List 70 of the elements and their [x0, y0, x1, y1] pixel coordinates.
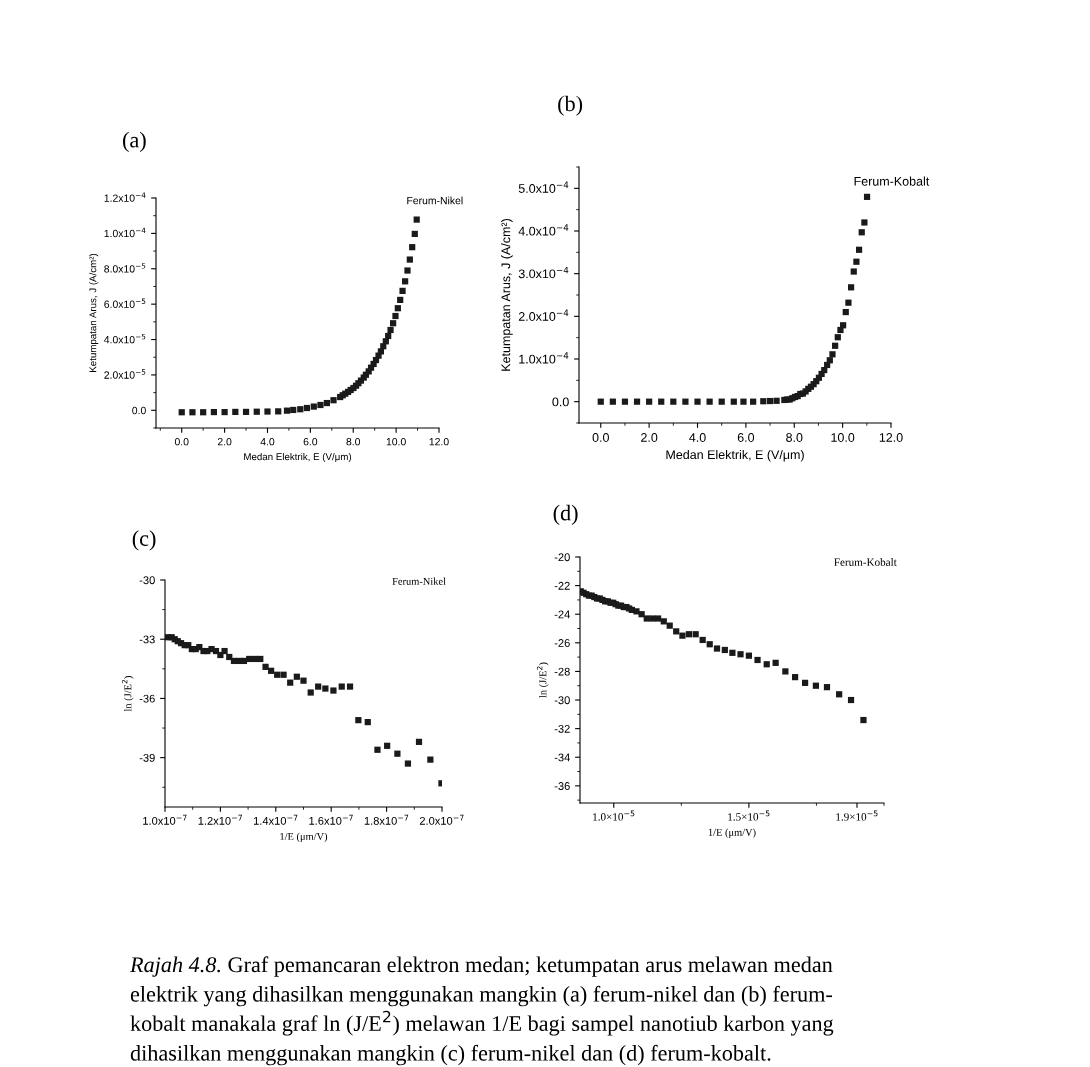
y-tick-label: 3.0x10$^{−4}$: [518, 266, 569, 279]
annotation: Ferum-Kobalt: [854, 176, 930, 186]
y-axis-title: Ketumpatan Arus, J (A/cm²): [89, 253, 99, 372]
x-tick-label: 0.0: [174, 438, 189, 446]
x-tick-label: 8.0: [786, 433, 803, 442]
y-tick-label: 4.0x10$^{−4}$: [518, 224, 569, 236]
y-tick-label: 1.2x10$^{−4}$: [104, 192, 146, 202]
x-tick-label: 6.0: [737, 433, 755, 442]
x-tick-label: 1.0×10$^{−5}$: [593, 810, 635, 821]
x-tick-label: 8.0: [346, 438, 361, 446]
y-tick-label: 0.0: [552, 397, 569, 407]
y-tick-label: 2.0x10$^{−5}$: [104, 369, 146, 379]
y-tick-label: -33: [139, 635, 155, 644]
chart-title: (d): [553, 504, 578, 526]
text: Graf pemancaran elektron medan; ketumpatan arus melawan medan: [228, 956, 833, 977]
chart-title: (c): [132, 530, 156, 551]
x-tick-label: 12.0: [879, 433, 903, 442]
x-axis-title: 1/E (μm/V): [708, 828, 756, 838]
chart-title: (b): [558, 95, 583, 116]
annotation: Ferum-Kobalt: [834, 558, 897, 566]
y-tick-label: 8.0x10$^{−5}$: [104, 263, 146, 273]
y-tick-label: 4.0x10$^{−5}$: [104, 333, 146, 344]
x-tick-label: 12.0: [429, 438, 449, 446]
y-tick-label: -36: [139, 694, 155, 703]
y-tick-label: -26: [554, 639, 570, 647]
y-tick-label: 5.0x10$^{−4}$: [518, 181, 569, 193]
x-tick-label: 4.0: [260, 438, 275, 446]
annotation: Ferum-Nikel: [392, 577, 446, 585]
x-axis-title: Medan Elektrik, E (V/μm): [666, 449, 804, 462]
y-tick-label: 0.0: [132, 406, 146, 415]
x-tick-label: 2.0: [217, 438, 232, 446]
y-tick-label: 2.0x10$^{−4}$: [518, 309, 569, 321]
x-tick-label: 1.8x10$^{−7}$: [364, 814, 409, 825]
y-axis-title: ln (J/E$^{2}$): [536, 662, 549, 698]
x-tick-label: 0.0: [592, 433, 609, 442]
x-tick-label: 1.9×10$^{−5}$: [836, 810, 878, 821]
x-tick-label: 1.4x10$^{−7}$: [253, 814, 298, 825]
y-axis-title: Ketumpatan Arus, J (A/cm²): [501, 219, 513, 371]
y-tick-label: -30: [139, 576, 155, 585]
y-tick-label: 1.0x10$^{−4}$: [519, 352, 569, 364]
x-tick-label: 1.0x10$^{−7}$: [143, 814, 187, 825]
y-tick-label: -24: [554, 610, 570, 619]
text: Rajah 4.8.: [129, 956, 220, 977]
x-tick-label: 1.2x10$^{−7}$: [198, 814, 242, 825]
x-tick-label: 6.0: [303, 438, 318, 446]
x-tick-label: 2.0: [641, 433, 658, 442]
x-tick-label: 2.0x10$^{−7}$: [419, 814, 464, 825]
text: elektrik yang dihasilkan menggunakan mangkin (a) ferum-nikel dan (b) ferum-: [130, 985, 833, 1007]
y-tick-label: -30: [554, 696, 570, 705]
x-tick-label: 4.0: [689, 433, 706, 442]
y-axis-title: ln (J/E$^{2}$): [121, 676, 134, 712]
x-tick-label: 10.0: [831, 433, 855, 442]
x-tick-label: 10.0: [386, 438, 406, 446]
x-tick-label: 1.5×10$^{−5}$: [728, 810, 770, 821]
annotation: Ferum-Nikel: [407, 196, 463, 205]
y-tick-label: 1.0x10$^{−4}$: [104, 227, 146, 238]
x-axis-title: 1/E (μm/V): [280, 832, 328, 843]
text: kobalt manakala graf ln (J/E$^{2}$) melawan 1/E bagi sampel nanotiub karbon yang: [130, 1010, 834, 1036]
x-tick-label: 1.6x10$^{−7}$: [309, 814, 353, 825]
y-tick-label: -28: [554, 667, 570, 676]
y-tick-label: -20: [554, 553, 570, 562]
y-tick-label: -36: [554, 782, 570, 790]
x-axis-title: Medan Elektrik, E (V/μm): [244, 452, 352, 463]
chart-title: (a): [123, 131, 146, 152]
y-tick-label: -32: [554, 724, 570, 733]
y-tick-label: -22: [554, 581, 570, 590]
text: dihasilkan menggunakan mangkin (c) ferum-nikel dan (d) ferum-kobalt.: [130, 1044, 771, 1066]
y-tick-label: -39: [139, 753, 155, 762]
y-tick-label: 6.0x10$^{−5}$: [104, 298, 146, 308]
y-tick-label: -34: [554, 753, 570, 762]
